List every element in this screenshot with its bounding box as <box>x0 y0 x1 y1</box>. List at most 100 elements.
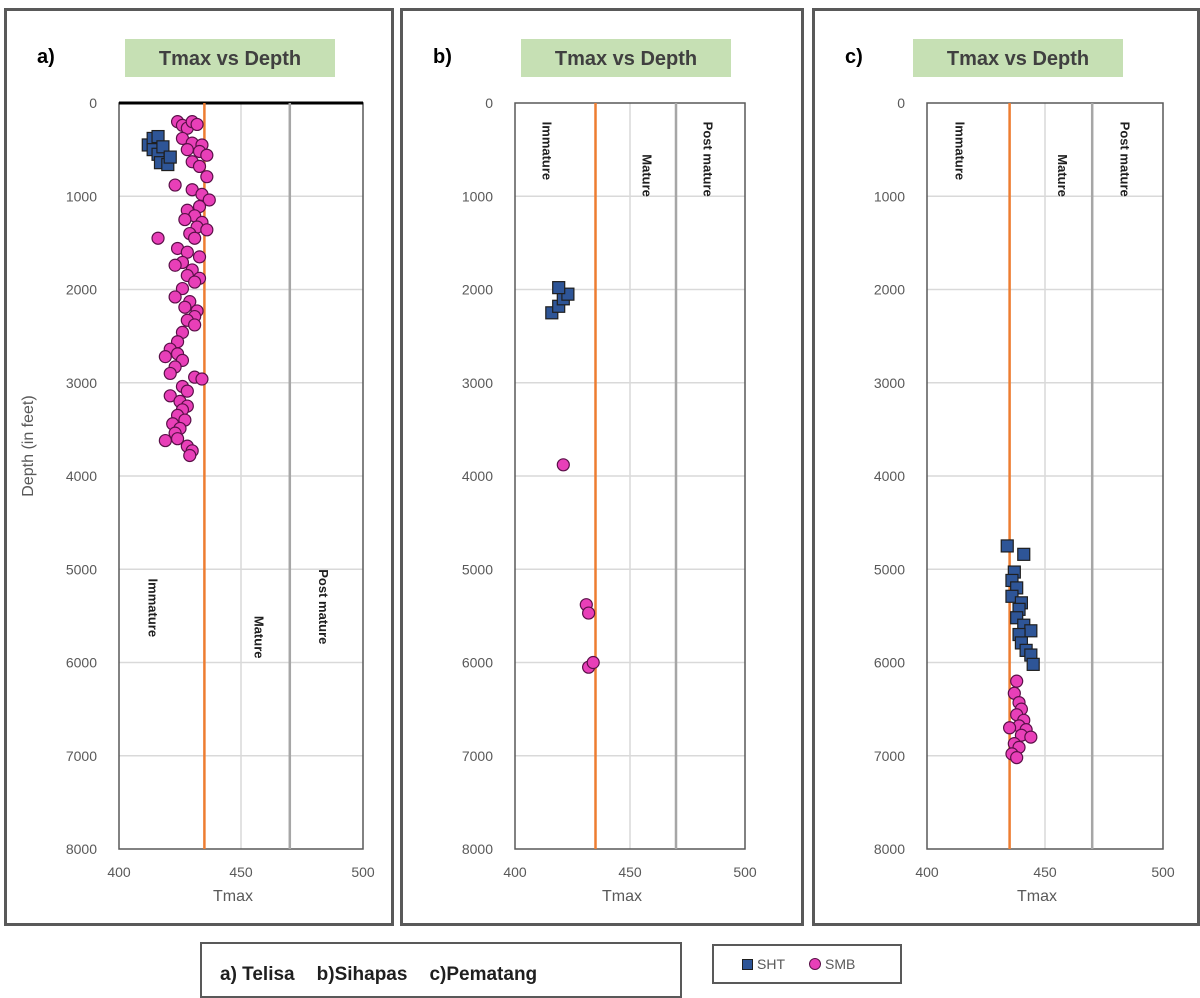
y-tick-label: 0 <box>897 95 905 111</box>
chart-title-background <box>913 39 1123 77</box>
data-point-smb <box>192 159 207 174</box>
chart-title-background <box>521 39 731 77</box>
x-axis-title: Tmax <box>602 888 642 905</box>
y-tick-label: 3000 <box>874 375 905 391</box>
y-tick-label: 1000 <box>66 188 97 204</box>
y-tick-label: 5000 <box>66 561 97 577</box>
legend-label-smb: SMB <box>825 956 856 972</box>
data-point-sht <box>1017 547 1031 561</box>
data-point-smb <box>582 606 596 620</box>
x-tick-label: 400 <box>915 864 939 880</box>
legend-label-sht: SHT <box>757 956 785 972</box>
y-tick-label: 7000 <box>874 748 905 764</box>
data-point-smb <box>192 250 207 264</box>
y-tick-label: 7000 <box>462 748 493 764</box>
zone-label: Immature <box>952 122 967 181</box>
y-tick-label: 0 <box>89 95 97 111</box>
y-tick-label: 2000 <box>874 282 905 298</box>
data-point-smb <box>200 148 214 162</box>
x-tick-label: 400 <box>107 864 131 880</box>
formation-b-label: b)Sihapas <box>316 964 408 985</box>
data-point-smb <box>190 117 204 132</box>
data-point-smb <box>168 290 182 304</box>
chart-panel-c: c) Tmax vs Depth 0 1000 2000 3000 4000 5000 6000… <box>812 8 1200 926</box>
data-point-smb <box>178 212 192 227</box>
data-point-smb <box>158 433 172 448</box>
zone-label: Mature <box>1055 154 1070 197</box>
x-tick-label: 500 <box>733 864 757 880</box>
y-tick-label: 6000 <box>66 655 97 671</box>
y-tick-label: 4000 <box>874 468 905 484</box>
circle-marker-icon <box>809 958 821 970</box>
chart-panel-b: b) Tmax vs Depth 0 1000 2000 3000 4000 5000 6000… <box>400 8 804 926</box>
chart-title: Tmax vs Depth <box>159 48 301 70</box>
data-point-sht <box>1026 657 1040 671</box>
data-point-smb <box>178 300 192 314</box>
y-tick-label: 6000 <box>462 655 493 671</box>
data-point-smb <box>188 231 202 245</box>
formation-a-label: a) Telisa <box>220 964 295 985</box>
y-tick-label: 2000 <box>66 282 97 298</box>
y-axis-title: Depth (in feet) <box>20 395 37 496</box>
data-point-sht <box>1024 624 1038 638</box>
y-tick-label: 8000 <box>462 841 493 857</box>
x-tick-label: 450 <box>618 864 642 880</box>
chart-svg-b: b) Tmax vs Depth 0 1000 2000 3000 4000 5000 6000… <box>433 39 757 905</box>
panel-label: a) <box>37 46 55 68</box>
x-tick-label: 500 <box>351 864 375 880</box>
y-tick-label: 8000 <box>874 841 905 857</box>
legend-item-sht: SHT <box>742 956 785 972</box>
data-point-smb <box>188 318 202 332</box>
y-tick-label: 3000 <box>462 375 493 391</box>
plot-area-frame <box>926 102 1164 850</box>
y-tick-label: 7000 <box>66 748 97 764</box>
x-axis-title: Tmax <box>1017 888 1057 905</box>
data-point-smb <box>188 275 202 289</box>
chart-title-background <box>125 39 335 77</box>
data-point-smb <box>556 458 570 472</box>
data-point-sht <box>163 150 177 164</box>
zone-label: Immature <box>145 579 160 638</box>
chart-panel-a: a) Tmax vs Depth 0 1000 2000 3000 4000 5000 6000… <box>4 8 394 926</box>
zone-label: Immature <box>540 122 555 181</box>
x-tick-label: 450 <box>1033 864 1057 880</box>
data-point-smb <box>163 389 177 403</box>
data-point-smb <box>168 178 182 192</box>
data-point-smb <box>163 366 177 381</box>
data-point-smb <box>168 258 182 272</box>
y-tick-label: 4000 <box>462 468 493 484</box>
data-point-smb <box>1003 721 1017 735</box>
data-point-smb <box>183 448 197 463</box>
square-marker-icon <box>742 958 753 970</box>
data-point-smb <box>180 143 194 157</box>
y-tick-label: 5000 <box>874 561 905 577</box>
legend-item-smb: SMB <box>809 956 855 972</box>
data-point-smb <box>1010 674 1024 688</box>
data-point-smb <box>170 432 185 446</box>
chart-title: Tmax vs Depth <box>947 48 1089 70</box>
y-tick-label: 2000 <box>462 282 493 298</box>
data-point-smb <box>158 350 172 364</box>
data-point-smb <box>586 655 600 670</box>
y-tick-label: 1000 <box>874 188 905 204</box>
plot-area-frame <box>514 102 746 850</box>
chart-svg-a: a) Tmax vs Depth 0 1000 2000 3000 4000 5000 6000… <box>20 39 375 905</box>
panel-label: c) <box>845 46 863 68</box>
x-tick-label: 450 <box>229 864 253 880</box>
y-tick-label: 5000 <box>462 561 493 577</box>
y-tick-label: 1000 <box>462 188 493 204</box>
data-point-smb <box>200 223 214 237</box>
y-tick-label: 3000 <box>66 375 97 391</box>
zone-label: Mature <box>640 154 655 197</box>
data-point-smb <box>200 170 214 184</box>
data-point-sht <box>156 140 170 154</box>
zone-label: Post mature <box>316 569 331 644</box>
x-tick-label: 500 <box>1151 864 1175 880</box>
formation-key-box: a) Telisa b)Sihapas c)Pematang <box>200 942 682 998</box>
panel-label: b) <box>433 46 452 68</box>
chart-title: Tmax vs Depth <box>555 48 697 70</box>
x-tick-label: 400 <box>503 864 527 880</box>
data-point-smb <box>1024 730 1038 744</box>
data-point-sht <box>552 281 566 295</box>
data-point-smb <box>202 193 216 207</box>
